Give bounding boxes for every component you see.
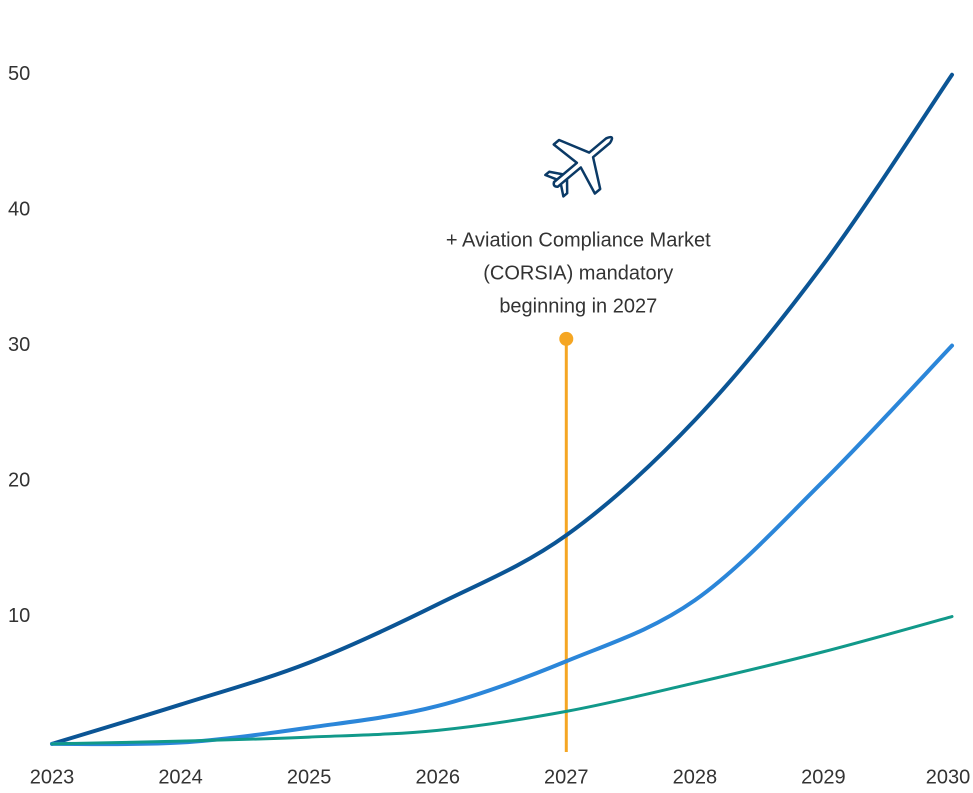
y-tick-label: 20 (8, 469, 30, 491)
y-tick-label: 40 (8, 198, 30, 220)
series-line (50, 615, 954, 746)
annotation-dot (559, 331, 574, 346)
series-line (50, 72, 954, 746)
x-tick-label: 2028 (673, 766, 718, 788)
annotation-text: + Aviation Compliance Market (446, 229, 711, 251)
x-tick-label: 2025 (287, 766, 332, 788)
y-tick-label: 50 (8, 63, 30, 85)
y-tick-label: 30 (8, 334, 30, 356)
x-tick-label: 2024 (158, 766, 203, 788)
plane-icon (544, 135, 614, 198)
x-tick-label: 2029 (801, 766, 846, 788)
x-tick-label: 2026 (415, 766, 460, 788)
annotation-text: beginning in 2027 (499, 295, 657, 317)
annotation-text: (CORSIA) mandatory (483, 262, 673, 284)
y-tick-label: 10 (8, 605, 30, 627)
x-tick-label: 2030 (926, 766, 971, 788)
series-line (50, 343, 954, 747)
x-tick-label: 2027 (544, 766, 589, 788)
x-tick-label: 2023 (30, 766, 75, 788)
